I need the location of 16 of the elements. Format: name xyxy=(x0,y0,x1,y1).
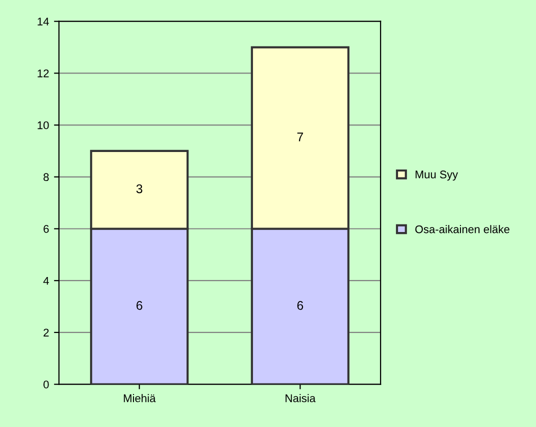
data-label: 3 xyxy=(136,184,142,194)
x-tick-label: Naisia xyxy=(286,394,316,402)
y-tick-label: 8 xyxy=(44,173,49,182)
y-tick-label: 14 xyxy=(38,18,49,26)
y-tick-label: 6 xyxy=(44,225,49,233)
y-tick-label: 4 xyxy=(43,276,49,285)
legend-label: Osa-aikainen eläke xyxy=(415,225,510,234)
data-label: 7 xyxy=(297,132,304,142)
y-tick-label: 10 xyxy=(38,121,49,130)
data-label: 6 xyxy=(136,301,142,310)
data-label: 6 xyxy=(297,301,304,310)
y-tick-label: 2 xyxy=(44,328,49,336)
y-tick-label: 12 xyxy=(38,69,49,78)
legend-label: Muu Syy xyxy=(416,170,458,181)
y-tick-label: 0 xyxy=(43,380,49,388)
x-tick-label: Miehiä xyxy=(124,394,156,402)
